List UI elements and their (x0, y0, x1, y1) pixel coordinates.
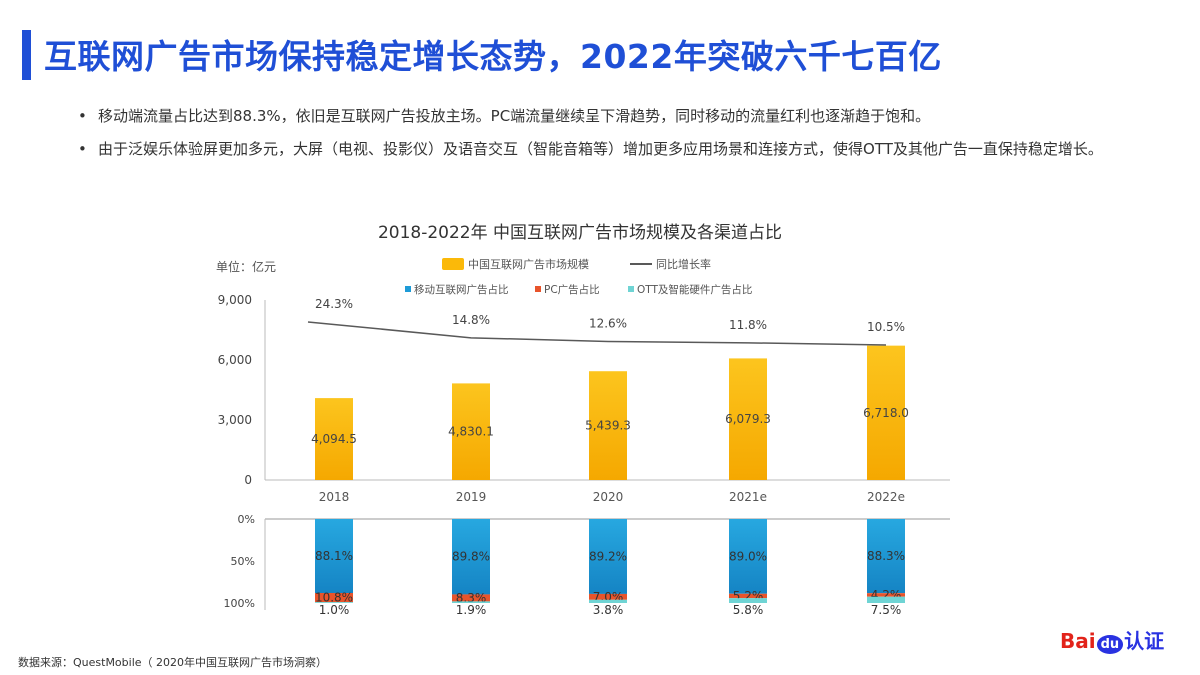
growth-data-label: 14.8% (452, 313, 490, 327)
share-data-label: 89.2% (589, 549, 627, 563)
bar-data-label: 4,094.5 (311, 432, 357, 446)
bar-market-size (315, 398, 353, 480)
legend-label: 中国互联网广告市场规模 (468, 257, 589, 271)
bar-share-segment (452, 594, 490, 602)
y-tick-label: 50% (231, 555, 255, 568)
share-data-label: 89.8% (452, 550, 490, 564)
x-tick-label: 2019 (456, 490, 487, 504)
chart-title: 2018-2022年 中国互联网广告市场规模及各渠道占比 (377, 223, 783, 243)
bar-share-segment (867, 596, 905, 603)
bullet-item: 移动端流量占比达到88.3%，依旧是互联网广告投放主场。PC端流量继续呈下滑趋势… (78, 100, 1158, 133)
legend-label: 移动互联网广告占比 (414, 283, 509, 296)
bullet-list: 移动端流量占比达到88.3%，依旧是互联网广告投放主场。PC端流量继续呈下滑趋势… (78, 100, 1158, 166)
bar-share-segment (589, 519, 627, 594)
bar-market-size (452, 383, 490, 480)
bar-share-segment (867, 593, 905, 597)
growth-data-label: 12.6% (589, 316, 627, 330)
growth-data-label: 24.3% (315, 297, 353, 311)
bar-market-size (589, 371, 627, 480)
bar-data-label: 6,079.3 (725, 412, 771, 426)
legend-swatch (628, 286, 634, 292)
y-tick-label: 0% (238, 513, 255, 526)
bar-share-segment (315, 602, 353, 603)
bar-data-label: 4,830.1 (448, 425, 494, 439)
y-tick-label: 6,000 (218, 353, 252, 367)
bar-share-segment (589, 593, 627, 600)
share-data-label: 5.8% (733, 603, 764, 617)
share-data-label: 10.8% (315, 591, 353, 605)
bar-share-segment (867, 519, 905, 594)
bar-market-size (867, 345, 905, 480)
share-data-label: 88.1% (315, 549, 353, 563)
baidu-certification-logo: Bai du 认证 (1060, 629, 1165, 654)
share-data-label: 3.8% (593, 603, 624, 617)
title-accent-bar (22, 30, 31, 80)
bar-share-segment (729, 593, 767, 599)
growth-rate-line (307, 321, 887, 346)
y-tick-label: 3,000 (218, 413, 252, 427)
x-tick-label: 2018 (319, 490, 350, 504)
bar-share-segment (452, 601, 490, 603)
share-data-label: 1.0% (319, 603, 350, 617)
growth-data-label: 11.8% (729, 318, 767, 332)
legend-label: OTT及智能硬件广告占比 (637, 283, 752, 296)
y-tick-label: 100% (224, 597, 255, 610)
share-data-label: 88.3% (867, 549, 905, 563)
x-tick-label: 2022e (867, 490, 905, 504)
bar-data-label: 6,718.0 (863, 406, 909, 420)
x-tick-label: 2020 (593, 490, 624, 504)
bar-share-segment (452, 519, 490, 595)
growth-data-label: 10.5% (867, 320, 905, 334)
bar-share-segment (589, 599, 627, 603)
y-tick-label: 0 (244, 473, 252, 487)
source-note: 数据来源：QuestMobile（ 2020年中国互联网广告市场洞察） (18, 656, 328, 669)
bar-share-segment (315, 593, 353, 603)
bar-data-label: 5,439.3 (585, 419, 631, 433)
legend-label: PC广告占比 (544, 283, 600, 296)
bullet-item: 由于泛娱乐体验屏更加多元，大屏（电视、投影仪）及语音交互（智能音箱等）增加更多应… (78, 133, 1158, 166)
y-tick-label: 9,000 (218, 293, 252, 307)
share-data-label: 7.5% (871, 603, 902, 617)
legend-swatch (535, 286, 541, 292)
unit-label: 单位：亿元 (216, 260, 277, 274)
page-title: 互联网广告市场保持稳定增长态势，2022年突破六千七百亿 (44, 37, 942, 76)
x-tick-label: 2021e (729, 490, 767, 504)
legend-swatch-market-size (442, 258, 464, 270)
share-data-label: 1.9% (456, 603, 487, 617)
bar-share-segment (729, 519, 767, 594)
bar-market-size (729, 358, 767, 480)
share-data-label: 89.0% (729, 549, 767, 563)
bar-share-segment (315, 519, 353, 594)
legend-label: 同比增长率 (656, 257, 711, 271)
bar-share-segment (729, 598, 767, 603)
legend-swatch (405, 286, 411, 292)
